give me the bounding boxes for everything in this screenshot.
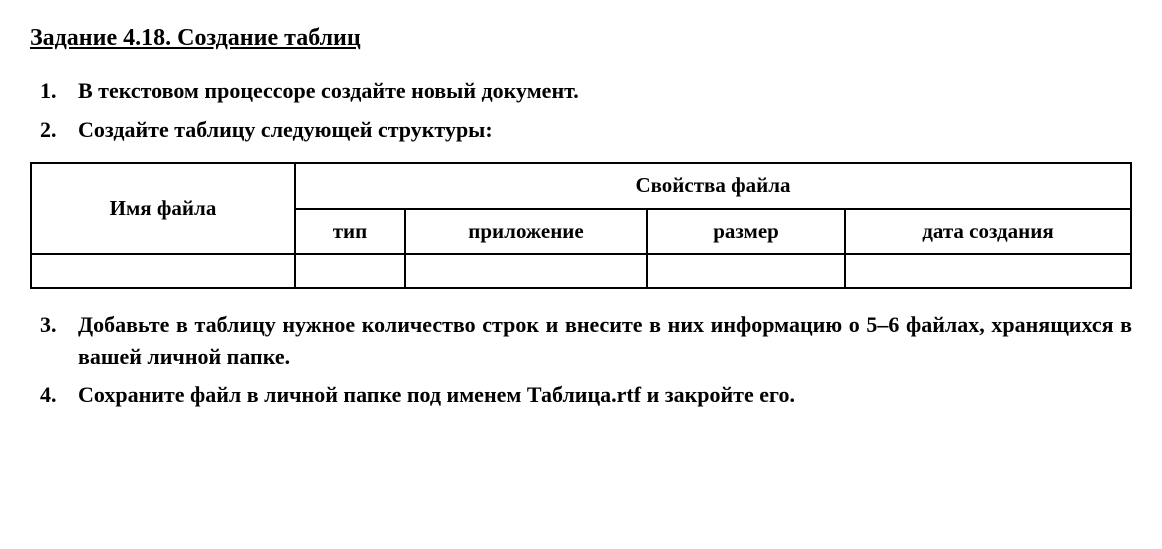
step-text: В текстовом процессоре создайте новый до… xyxy=(78,78,579,103)
step-text: Добавьте в таблицу нужное количество стр… xyxy=(78,312,1132,369)
step-text: Создайте таблицу следующей структуры: xyxy=(78,117,493,142)
cell-empty xyxy=(31,254,295,288)
header-type: тип xyxy=(295,209,405,255)
cell-empty xyxy=(295,254,405,288)
step-number: 2. xyxy=(40,113,57,146)
cell-empty xyxy=(405,254,647,288)
cell-empty xyxy=(845,254,1131,288)
step-number: 1. xyxy=(40,74,57,107)
step-item-4: 4. Сохраните файл в личной папке под име… xyxy=(78,379,1132,411)
header-application: приложение xyxy=(405,209,647,255)
table-header-row-1: Имя файла Свойства файла xyxy=(31,163,1131,209)
steps-after-list: 3. Добавьте в таблицу нужное количество … xyxy=(30,309,1132,411)
header-date-created: дата создания xyxy=(845,209,1131,255)
step-number: 4. xyxy=(40,379,57,411)
step-text: Сохраните файл в личной папке под именем… xyxy=(78,382,795,407)
header-size: размер xyxy=(647,209,845,255)
file-structure-table: Имя файла Свойства файла тип приложение … xyxy=(30,162,1132,289)
step-item-3: 3. Добавьте в таблицу нужное количество … xyxy=(78,309,1132,373)
step-number: 3. xyxy=(40,309,57,341)
header-file-properties: Свойства файла xyxy=(295,163,1131,209)
step-item-2: 2. Создайте таблицу следующей структуры: xyxy=(78,113,1132,146)
cell-empty xyxy=(647,254,845,288)
steps-before-list: 1. В текстовом процессоре создайте новый… xyxy=(30,74,1132,146)
step-item-1: 1. В текстовом процессоре создайте новый… xyxy=(78,74,1132,107)
table-empty-row xyxy=(31,254,1131,288)
task-heading: Задание 4.18. Создание таблиц xyxy=(30,20,1132,56)
header-filename: Имя файла xyxy=(31,163,295,254)
